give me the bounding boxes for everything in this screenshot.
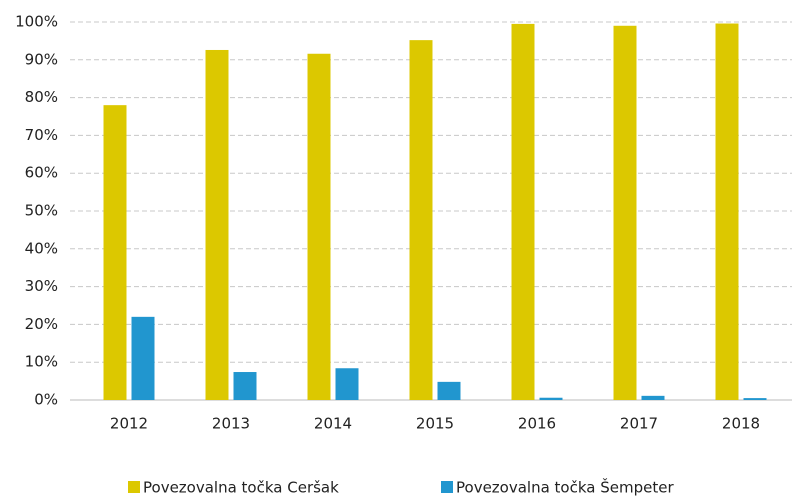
bar xyxy=(409,40,433,400)
legend-label: Povezovalna točka Ceršak xyxy=(143,479,339,497)
bar xyxy=(437,381,461,400)
bar xyxy=(307,53,331,400)
legend-label: Povezovalna točka Šempeter xyxy=(456,478,674,497)
x-tick-label: 2013 xyxy=(212,415,250,433)
bar xyxy=(103,105,127,400)
y-tick-label: 90% xyxy=(25,50,58,68)
bar xyxy=(641,395,665,400)
y-tick-label: 0% xyxy=(34,391,58,409)
legend-swatch xyxy=(441,481,453,493)
bar xyxy=(233,372,257,400)
y-tick-label: 40% xyxy=(25,239,58,257)
y-tick-label: 60% xyxy=(25,164,58,182)
y-tick-label: 80% xyxy=(25,88,58,106)
bar xyxy=(743,398,767,400)
y-tick-label: 20% xyxy=(25,315,58,333)
x-tick-label: 2014 xyxy=(314,415,352,433)
bar xyxy=(131,316,155,400)
y-tick-label: 10% xyxy=(25,353,58,371)
x-tick-label: 2017 xyxy=(620,415,658,433)
legend-swatch xyxy=(128,481,140,493)
y-tick-label: 30% xyxy=(25,277,58,295)
x-tick-label: 2018 xyxy=(722,415,760,433)
y-tick-label: 50% xyxy=(25,202,58,220)
bar xyxy=(715,23,739,401)
y-tick-label: 70% xyxy=(25,126,58,144)
bar xyxy=(205,49,229,401)
bar xyxy=(511,23,535,400)
x-tick-label: 2016 xyxy=(518,415,556,433)
bar xyxy=(613,25,637,401)
x-tick-label: 2015 xyxy=(416,415,454,433)
bar xyxy=(539,397,563,400)
bar xyxy=(335,368,359,400)
x-tick-label: 2012 xyxy=(110,415,148,433)
y-tick-label: 100% xyxy=(15,13,58,31)
